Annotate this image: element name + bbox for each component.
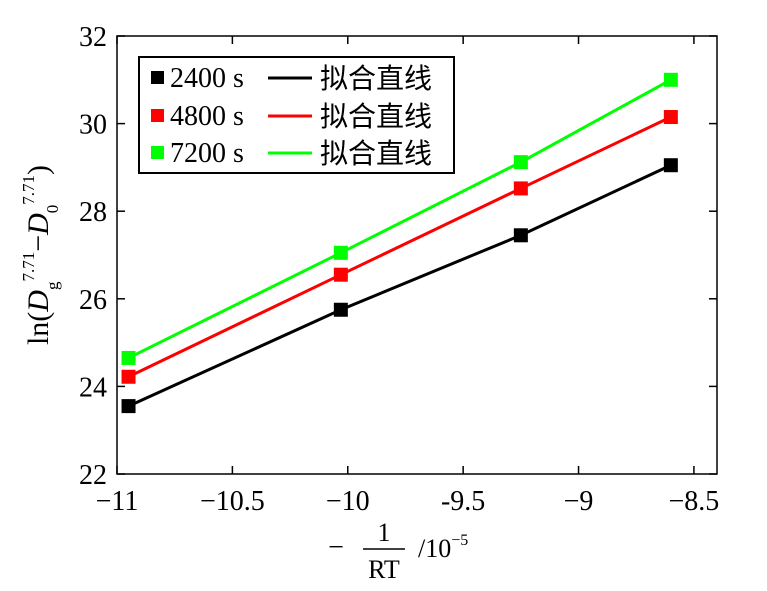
legend-label-7200: 7200 s — [170, 138, 244, 169]
data-points — [121, 72, 678, 414]
y-tick-label: 28 — [79, 197, 107, 228]
x-label-numerator: 1 — [378, 518, 391, 547]
fit-lines — [127, 78, 672, 408]
x-label-denominator: RT — [368, 555, 400, 584]
legend-label-2400: 2400 s — [170, 63, 244, 94]
legend-marker-7200 — [151, 146, 164, 159]
fit-line-2400-s — [127, 163, 672, 408]
x-tick-label: −10.5 — [200, 486, 265, 517]
y-tick-label: 32 — [79, 22, 107, 53]
data-point-4800-s — [121, 369, 136, 384]
legend-label-4800: 4800 s — [170, 101, 244, 132]
fit-line-7200-s — [127, 78, 672, 360]
x-label-minus: − — [328, 532, 344, 563]
legend-fit-label-2400: 拟合直线 — [320, 62, 432, 95]
y-tick-label: 26 — [79, 285, 107, 316]
y-tick-label: 24 — [79, 372, 107, 403]
data-point-7200-s — [333, 245, 348, 260]
fit-line-4800-s — [127, 115, 672, 379]
x-tick-label: −10 — [326, 486, 370, 517]
y-tick-label: 30 — [79, 110, 107, 141]
data-point-2400-s — [513, 228, 528, 243]
y-tick-label: 22 — [79, 460, 107, 491]
axis-ticks: −11 −10.5 −10 -9.5 −9 −8.5 22 24 26 28 30 32 — [79, 22, 719, 517]
data-point-2400-s — [121, 399, 136, 414]
legend-fit-label-7200: 拟合直线 — [320, 137, 432, 170]
legend-marker-2400 — [151, 71, 164, 84]
legend: 2400 s 拟合直线 4800 s 拟合直线 7200 s 拟合直线 — [138, 56, 455, 174]
data-point-4800-s — [663, 110, 678, 125]
legend-entry-2400: 2400 s 拟合直线 — [151, 62, 432, 95]
data-point-4800-s — [333, 267, 348, 282]
data-point-7200-s — [121, 350, 136, 365]
data-point-2400-s — [663, 158, 678, 173]
x-label-unit: /10−5 — [418, 532, 468, 563]
y-axis-label: ln(Dg7.71−D07.71) — [19, 165, 62, 345]
x-tick-label: -9.5 — [441, 486, 485, 517]
x-axis-label: − 1 RT /10−5 — [328, 518, 468, 584]
data-point-2400-s — [333, 302, 348, 317]
x-tick-label: −9 — [564, 486, 594, 517]
legend-marker-4800 — [151, 109, 164, 122]
x-tick-label: −11 — [96, 486, 139, 517]
legend-entry-7200: 7200 s 拟合直线 — [151, 137, 432, 170]
legend-fit-label-4800: 拟合直线 — [320, 100, 432, 133]
data-point-7200-s — [513, 155, 528, 170]
legend-entry-4800: 4800 s 拟合直线 — [151, 100, 432, 133]
x-tick-label: −8.5 — [669, 486, 720, 517]
data-point-4800-s — [513, 181, 528, 196]
plot-frame — [116, 35, 718, 475]
data-point-7200-s — [663, 72, 678, 87]
